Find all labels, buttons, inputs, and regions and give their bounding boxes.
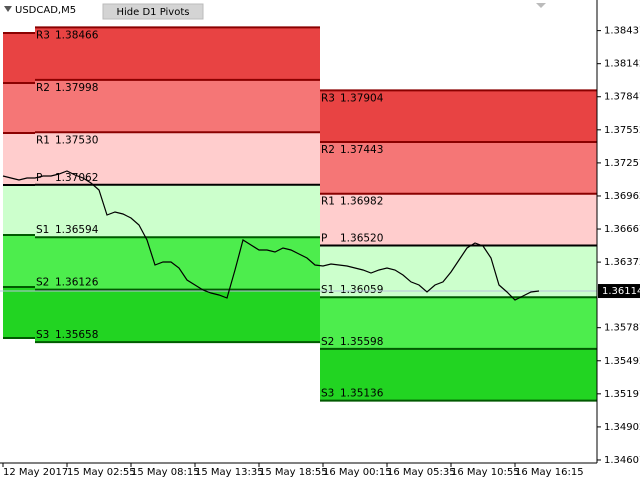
- y-tick-label: 1.35492: [604, 356, 640, 367]
- pivot-name: S3: [321, 388, 334, 400]
- pivot-value: 1.36594: [55, 224, 99, 236]
- chart-title: USDCAD,M5: [15, 5, 76, 16]
- x-tick-label: 12 May 2017: [3, 467, 68, 478]
- pivot-value: 1.36059: [340, 284, 383, 296]
- y-tick-label: 1.37257: [604, 158, 640, 169]
- pivot-name: R1: [36, 134, 50, 146]
- x-tick-label: 16 May 00:15: [323, 467, 392, 478]
- x-tick-label: 15 May 13:35: [195, 467, 264, 478]
- pivot-name: P: [321, 233, 327, 245]
- current-price-label: 1.36114: [602, 286, 640, 297]
- pivot-zone: [3, 286, 35, 339]
- pivot-zone: [320, 297, 597, 349]
- hide-pivots-button[interactable]: [102, 3, 204, 20]
- y-tick-label: 1.35197: [604, 389, 640, 400]
- pivot-zone: [35, 184, 320, 238]
- pivot-name: S3: [36, 329, 49, 341]
- pivot-zone: [3, 234, 35, 287]
- x-tick-label: 15 May 18:55: [259, 467, 328, 478]
- pivot-name: P: [36, 172, 42, 184]
- pivot-name: S2: [36, 277, 49, 289]
- pivot-value: 1.36520: [340, 233, 383, 245]
- y-tick-label: 1.36667: [604, 224, 640, 235]
- pivot-value: 1.35658: [55, 329, 98, 341]
- y-tick-label: 1.37847: [604, 92, 640, 103]
- pivot-value: 1.37443: [340, 144, 383, 156]
- pivot-zone: [320, 142, 597, 194]
- pivot-value: 1.35136: [340, 388, 384, 400]
- pivot-value: 1.37998: [55, 82, 98, 94]
- pivot-zone: [35, 27, 320, 80]
- current-price-box: [598, 284, 640, 299]
- price-line: [2, 170, 540, 301]
- pivot-value: 1.35598: [340, 336, 383, 348]
- pivot-zone: [3, 184, 35, 235]
- pivot-name: R2: [321, 144, 335, 156]
- pivot-value: 1.37904: [340, 92, 384, 104]
- button-label[interactable]: Hide D1 Pivots: [117, 7, 190, 18]
- pivot-name: R3: [36, 29, 50, 41]
- pivot-name: R3: [321, 92, 335, 104]
- pivot-zone: [3, 82, 35, 133]
- y-tick-label: 1.38142: [604, 59, 640, 70]
- y-tick-label: 1.36962: [604, 191, 640, 202]
- shift-marker: [536, 3, 546, 8]
- y-tick-label: 1.35787: [604, 323, 640, 334]
- pivot-value: 1.37530: [55, 134, 98, 146]
- pivot-zone: [320, 193, 597, 246]
- symbol-icon: [4, 6, 12, 12]
- y-tick-label: 1.38437: [604, 26, 640, 37]
- y-tick-label: 1.36372: [604, 257, 640, 268]
- x-tick-label: 16 May 05:35: [387, 467, 456, 478]
- y-tick-label: 1.34607: [604, 455, 640, 466]
- x-tick-label: 16 May 16:15: [515, 467, 584, 478]
- x-tick-label: 16 May 10:55: [451, 467, 520, 478]
- pivot-name: S1: [321, 284, 334, 296]
- pivot-name: S2: [321, 336, 334, 348]
- pivot-zone: [35, 237, 320, 290]
- pivot-zone: [3, 32, 35, 83]
- pivot-value: 1.36982: [340, 196, 383, 208]
- pivot-zone: [35, 289, 320, 343]
- y-tick-label: 1.37552: [604, 125, 640, 136]
- pivot-name: S1: [36, 224, 49, 236]
- pivot-zone: [320, 90, 597, 143]
- x-tick-label: 15 May 08:15: [131, 467, 200, 478]
- pivot-value: 1.36126: [55, 277, 99, 289]
- pivot-zone: [35, 79, 320, 133]
- pivot-value: 1.38466: [55, 29, 99, 41]
- pivot-zone: [3, 132, 35, 185]
- x-tick-label: 15 May 02:55: [67, 467, 136, 478]
- pivot-zone: [35, 132, 320, 185]
- pivot-zone: [320, 348, 597, 401]
- y-tick-label: 1.34902: [604, 422, 640, 433]
- pivot-name: R2: [36, 82, 50, 94]
- pivot-name: R1: [321, 196, 335, 208]
